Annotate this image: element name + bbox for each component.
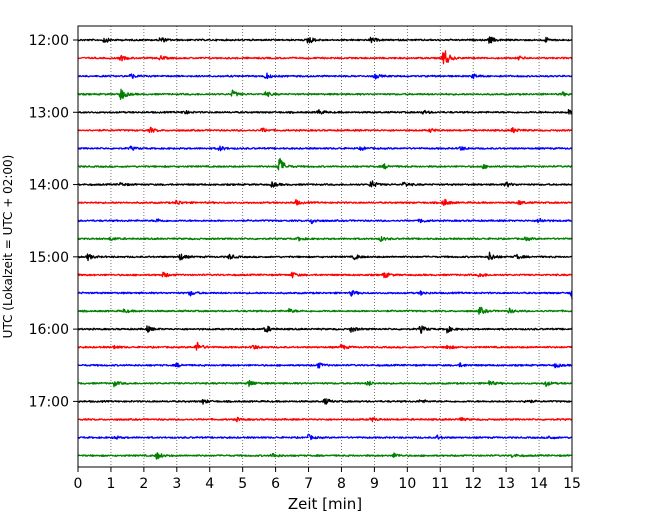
seismic-trace	[77, 416, 573, 423]
seismic-trace	[77, 157, 573, 171]
seismic-trace	[77, 251, 573, 262]
x-tick-label: 4	[205, 476, 214, 492]
x-tick-label: 9	[370, 476, 379, 492]
x-axis-label: Zeit [min]	[288, 495, 362, 513]
y-axis-ticks: 12:00 13:00 14:00 15:00 16:00 17:00	[29, 33, 78, 410]
x-tick-label: 3	[172, 476, 181, 492]
y-axis-label: UTC (Lokalzeit = UTC + 02:00)	[1, 155, 15, 339]
seismic-trace	[77, 398, 573, 405]
seismic-trace	[77, 36, 573, 44]
seismic-trace	[77, 379, 573, 388]
x-tick-label: 0	[74, 476, 83, 492]
seismic-trace	[77, 108, 573, 115]
plot-frame	[77, 25, 573, 468]
seismic-trace	[77, 88, 573, 100]
seismic-trace	[77, 289, 573, 300]
x-tick-label: 5	[238, 476, 247, 492]
x-tick-label: 2	[139, 476, 148, 492]
y-tick-label: 16:00	[29, 322, 69, 338]
seismic-trace	[77, 433, 573, 441]
x-tick-label: 6	[271, 476, 280, 492]
seismic-trace	[77, 235, 573, 243]
y-tick-label: 13:00	[29, 105, 69, 121]
y-tick-label: 12:00	[29, 33, 69, 49]
seismic-trace	[77, 198, 573, 206]
x-tick-label: 15	[563, 476, 581, 492]
seismic-trace	[77, 180, 573, 188]
x-tick-label: 10	[398, 476, 416, 492]
seismic-trace	[77, 306, 573, 315]
x-tick-label: 7	[304, 476, 313, 492]
seismic-trace	[77, 452, 573, 460]
seismic-trace	[77, 50, 573, 65]
seismic-trace	[77, 218, 573, 225]
x-tick-label: 1	[106, 476, 115, 492]
seismic-trace	[77, 362, 573, 369]
x-tick-label: 8	[337, 476, 346, 492]
x-tick-label: 13	[497, 476, 515, 492]
seismic-trace	[77, 271, 573, 279]
y-tick-label: 15:00	[29, 250, 69, 266]
seismic-trace	[77, 325, 573, 334]
x-tick-label: 14	[530, 476, 548, 492]
x-axis-ticks: 0 1 2 3 4 5 6 7 8 9 10 11 12 13 14 15	[74, 467, 581, 492]
x-tick-label: 11	[431, 476, 449, 492]
seismic-trace	[77, 126, 573, 134]
seismic-trace	[77, 341, 573, 351]
x-tick-label: 12	[464, 476, 482, 492]
seismic-traces	[77, 36, 573, 460]
seismic-trace	[77, 145, 573, 152]
y-tick-label: 14:00	[29, 178, 69, 194]
y-tick-label: 17:00	[29, 394, 69, 410]
seismic-trace	[77, 72, 573, 80]
